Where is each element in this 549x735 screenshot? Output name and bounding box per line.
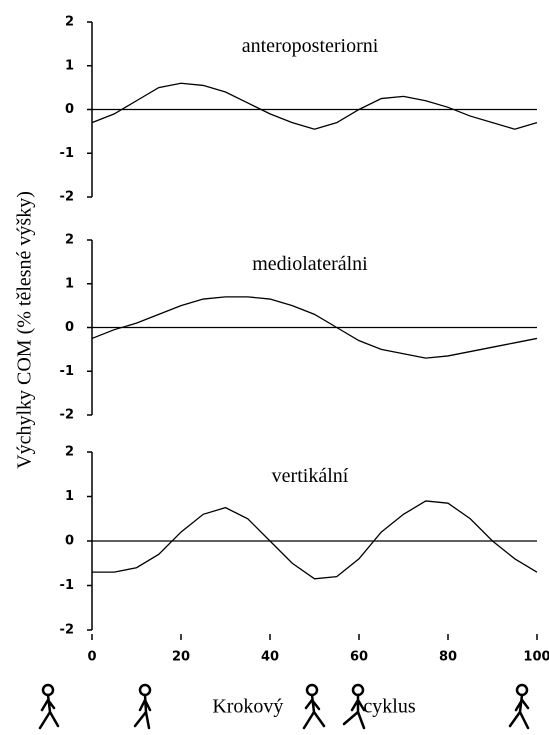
y-tick-label: -2 (60, 190, 74, 205)
x-tick-label: 0 (87, 650, 96, 665)
x-tick-label: 20 (172, 650, 190, 665)
x-tick-label: 40 (261, 650, 279, 665)
y-tick-label: 1 (65, 489, 74, 504)
y-tick-label: 1 (65, 58, 74, 73)
y-tick-label: -1 (60, 364, 74, 379)
data-line (91, 82, 538, 130)
y-tick-label: 1 (65, 276, 74, 291)
y-tick-label: -2 (60, 408, 74, 423)
x-tick-label: 100 (523, 650, 549, 665)
panel-title: vertikální (272, 465, 349, 487)
y-tick-label: -2 (60, 623, 74, 638)
y-tick-label: 0 (65, 102, 74, 117)
x-tick-label: 80 (439, 650, 457, 665)
y-axis-label: Výchylky COM (% tělesné výšky) (14, 191, 36, 469)
walking-figures (38, 683, 530, 730)
y-tick-label: 2 (65, 15, 74, 30)
data-line (91, 296, 538, 359)
y-tick-label: -1 (60, 146, 74, 161)
y-tick-label: -1 (60, 578, 74, 593)
y-tick-label: 2 (65, 233, 74, 248)
y-tick-label: 2 (65, 445, 74, 460)
panel-title: anteroposteriorni (242, 35, 379, 57)
panel-title: mediolaterálni (252, 253, 368, 275)
y-tick-label: 0 (65, 534, 74, 549)
data-line (92, 500, 538, 580)
x-tick-label: 60 (350, 650, 368, 665)
y-tick-label: 0 (65, 320, 74, 335)
